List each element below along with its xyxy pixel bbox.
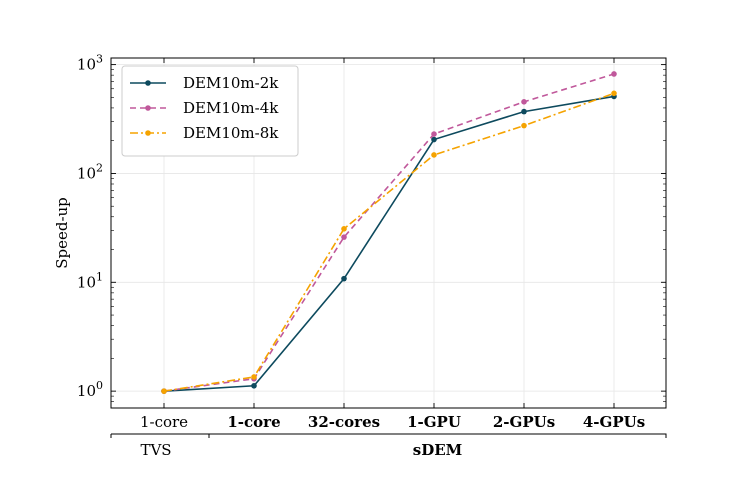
legend-marker (145, 105, 151, 111)
data-point (431, 131, 437, 137)
x-tick-label: 4-GPUs (583, 413, 645, 431)
x-tick-label: 2-GPUs (493, 413, 555, 431)
series-line (163, 92, 615, 392)
group-label: TVS (140, 441, 171, 459)
plot-frame (110, 57, 667, 409)
x-tick-label: 32-cores (308, 413, 380, 431)
legend-marker (145, 80, 151, 86)
legend-marker (145, 130, 151, 136)
data-point (341, 234, 347, 240)
series-line (163, 73, 615, 392)
data-point (251, 382, 257, 389)
y-tick-label: 100 (77, 379, 103, 400)
y-tick-label: 101 (77, 270, 103, 291)
x-tick-label: 1-core (227, 413, 280, 431)
y-axis-label: Speed-up (53, 197, 71, 269)
data-point (521, 108, 527, 115)
group-bracket (208, 433, 667, 438)
data-point (431, 152, 437, 158)
y-tick-label: 103 (77, 53, 103, 74)
data-point (341, 275, 347, 282)
data-point (611, 90, 617, 97)
data-point (611, 71, 617, 77)
legend-label: DEM10m-4k (183, 99, 279, 117)
x-tick-label: 1-core (140, 413, 188, 431)
y-tick-label: 102 (77, 161, 103, 182)
data-point (341, 226, 347, 232)
data-point (521, 122, 527, 129)
axes: 100 101 102 103 1-core 1-core 32-cores 1-GPU 2-G… (77, 53, 667, 459)
x-tick-label: 1-GPU (407, 413, 461, 431)
legend: DEM10m-2k DEM10m-4k DEM10m-8k (121, 65, 299, 157)
group-bracket (110, 433, 210, 438)
data-point (251, 374, 257, 380)
data-point (431, 136, 437, 143)
series-layer (161, 71, 617, 394)
data-point (521, 99, 527, 105)
data-point (161, 388, 167, 394)
legend-label: DEM10m-8k (183, 124, 279, 142)
series-line (163, 95, 615, 392)
group-label: sDEM (413, 441, 463, 459)
legend-label: DEM10m-2k (183, 74, 279, 92)
